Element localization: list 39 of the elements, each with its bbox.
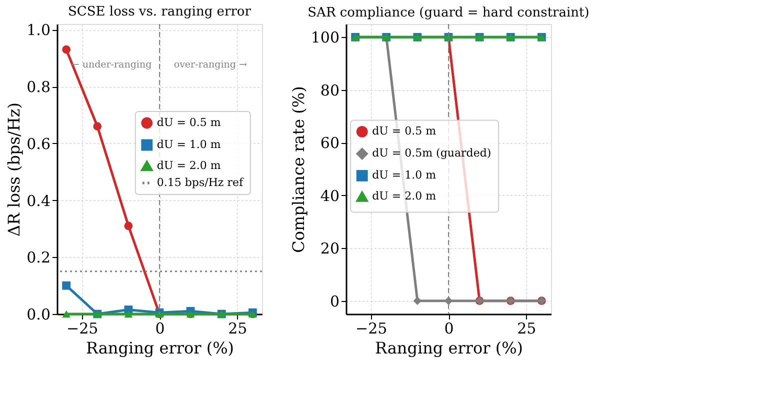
x-tick-label: 25 bbox=[517, 320, 536, 338]
y-tick-label: 0.8 bbox=[26, 78, 50, 96]
legend-label: dU = 2.0 m bbox=[156, 159, 222, 172]
y-tick-label: 100 bbox=[310, 28, 340, 47]
y-axis-title: ΔR loss (bps/Hz) bbox=[4, 102, 24, 236]
y-tick-label: 1.0 bbox=[26, 21, 50, 40]
chart-title: SAR compliance (guard = hard constraint) bbox=[308, 6, 590, 20]
y-tick-label: 60 bbox=[320, 134, 340, 152]
y-tick-label: 0.4 bbox=[26, 192, 50, 210]
y-tick-label: 0 bbox=[330, 292, 340, 310]
x-tick-label: −25 bbox=[66, 320, 98, 338]
legend-label: dU = 0.5 m bbox=[156, 116, 222, 129]
chart-title: SCSE loss vs. ranging error bbox=[68, 4, 252, 20]
legend-label: dU = 0.5m (guarded) bbox=[372, 146, 492, 160]
y-tick-label: 0.0 bbox=[26, 306, 50, 324]
y-tick-label: 40 bbox=[320, 186, 340, 205]
y-tick-label: 80 bbox=[320, 81, 340, 100]
legend-label: dU = 1.0 m bbox=[372, 168, 437, 182]
x-tick-label: −25 bbox=[356, 320, 388, 338]
point bbox=[62, 281, 70, 290]
x-axis-title: Ranging error (%) bbox=[374, 338, 524, 358]
y-tick-label: 20 bbox=[320, 240, 340, 258]
legend-label: dU = 1.0 m bbox=[156, 138, 222, 151]
point bbox=[93, 122, 102, 131]
legend-label: dU = 2.0 m bbox=[372, 190, 437, 203]
y-axis-title: Compliance rate (%) bbox=[288, 86, 308, 253]
y-tick-label: 0.2 bbox=[26, 248, 50, 267]
point bbox=[62, 45, 70, 54]
legend-label: 0.15 bps/Hz ref bbox=[156, 176, 244, 189]
x-tick-label: 25 bbox=[228, 320, 248, 338]
legend-label: dU = 0.5 m bbox=[372, 124, 437, 138]
y-tick-label: 0.6 bbox=[26, 134, 50, 153]
x-tick-label: 0 bbox=[155, 320, 165, 338]
point bbox=[124, 222, 133, 230]
x-tick-label: 0 bbox=[444, 320, 454, 338]
point bbox=[62, 310, 70, 318]
annotation: over-ranging → bbox=[174, 60, 247, 71]
x-axis-title: Ranging error (%) bbox=[86, 338, 234, 358]
point bbox=[124, 310, 133, 318]
